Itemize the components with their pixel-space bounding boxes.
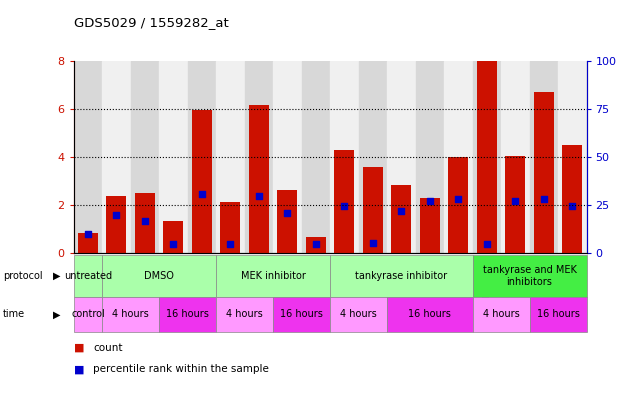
- Text: tankyrase and MEK
inhibitors: tankyrase and MEK inhibitors: [483, 265, 576, 287]
- Point: [140, 218, 150, 224]
- Text: 16 hours: 16 hours: [537, 309, 579, 320]
- Text: ▶: ▶: [53, 309, 60, 320]
- Text: control: control: [71, 309, 105, 320]
- Bar: [163, 221, 183, 253]
- Point: [112, 212, 122, 218]
- Bar: [472, 61, 501, 253]
- Bar: [102, 61, 131, 253]
- Point: [225, 241, 235, 247]
- Point: [538, 195, 549, 202]
- Bar: [159, 61, 188, 253]
- Bar: [302, 61, 330, 253]
- Point: [368, 240, 378, 246]
- Bar: [529, 61, 558, 253]
- Point: [453, 195, 463, 202]
- Bar: [420, 198, 440, 253]
- Bar: [249, 105, 269, 253]
- Bar: [245, 61, 273, 253]
- Bar: [444, 61, 472, 253]
- Text: 4 hours: 4 hours: [226, 309, 263, 320]
- Bar: [216, 61, 245, 253]
- Point: [254, 193, 264, 199]
- Bar: [306, 237, 326, 253]
- Bar: [192, 110, 212, 253]
- Point: [169, 241, 179, 247]
- Text: count: count: [93, 343, 122, 353]
- Text: MEK inhibitor: MEK inhibitor: [241, 271, 306, 281]
- Text: DMSO: DMSO: [144, 271, 174, 281]
- Text: 4 hours: 4 hours: [340, 309, 377, 320]
- Bar: [387, 61, 415, 253]
- Point: [311, 241, 321, 247]
- Bar: [278, 190, 297, 253]
- Point: [396, 208, 406, 214]
- Text: ■: ■: [74, 343, 84, 353]
- Bar: [558, 61, 587, 253]
- Bar: [358, 61, 387, 253]
- Point: [481, 241, 492, 247]
- Bar: [221, 202, 240, 253]
- Bar: [106, 196, 126, 253]
- Bar: [273, 61, 302, 253]
- Bar: [135, 193, 155, 253]
- Point: [567, 203, 578, 209]
- Point: [83, 231, 93, 237]
- Bar: [392, 185, 412, 253]
- Bar: [534, 92, 554, 253]
- Text: 16 hours: 16 hours: [408, 309, 451, 320]
- Point: [510, 197, 520, 204]
- Text: 16 hours: 16 hours: [166, 309, 209, 320]
- Bar: [330, 61, 358, 253]
- Text: ▶: ▶: [53, 271, 60, 281]
- Text: 16 hours: 16 hours: [280, 309, 323, 320]
- Bar: [78, 233, 98, 253]
- Bar: [501, 61, 529, 253]
- Text: untreated: untreated: [64, 271, 112, 281]
- Bar: [448, 157, 469, 253]
- Point: [282, 210, 292, 216]
- Point: [339, 203, 349, 209]
- Bar: [188, 61, 216, 253]
- Text: time: time: [3, 309, 26, 320]
- Text: GDS5029 / 1559282_at: GDS5029 / 1559282_at: [74, 16, 228, 29]
- Point: [197, 191, 207, 197]
- Text: 4 hours: 4 hours: [483, 309, 519, 320]
- Bar: [415, 61, 444, 253]
- Bar: [74, 61, 102, 253]
- Text: protocol: protocol: [3, 271, 43, 281]
- Point: [425, 197, 435, 204]
- Text: 4 hours: 4 hours: [112, 309, 149, 320]
- Text: ■: ■: [74, 364, 84, 375]
- Bar: [562, 145, 582, 253]
- Bar: [335, 150, 354, 253]
- Bar: [477, 61, 497, 253]
- Bar: [363, 167, 383, 253]
- Text: tankyrase inhibitor: tankyrase inhibitor: [355, 271, 447, 281]
- Text: percentile rank within the sample: percentile rank within the sample: [93, 364, 269, 375]
- Bar: [505, 156, 525, 253]
- Bar: [131, 61, 159, 253]
